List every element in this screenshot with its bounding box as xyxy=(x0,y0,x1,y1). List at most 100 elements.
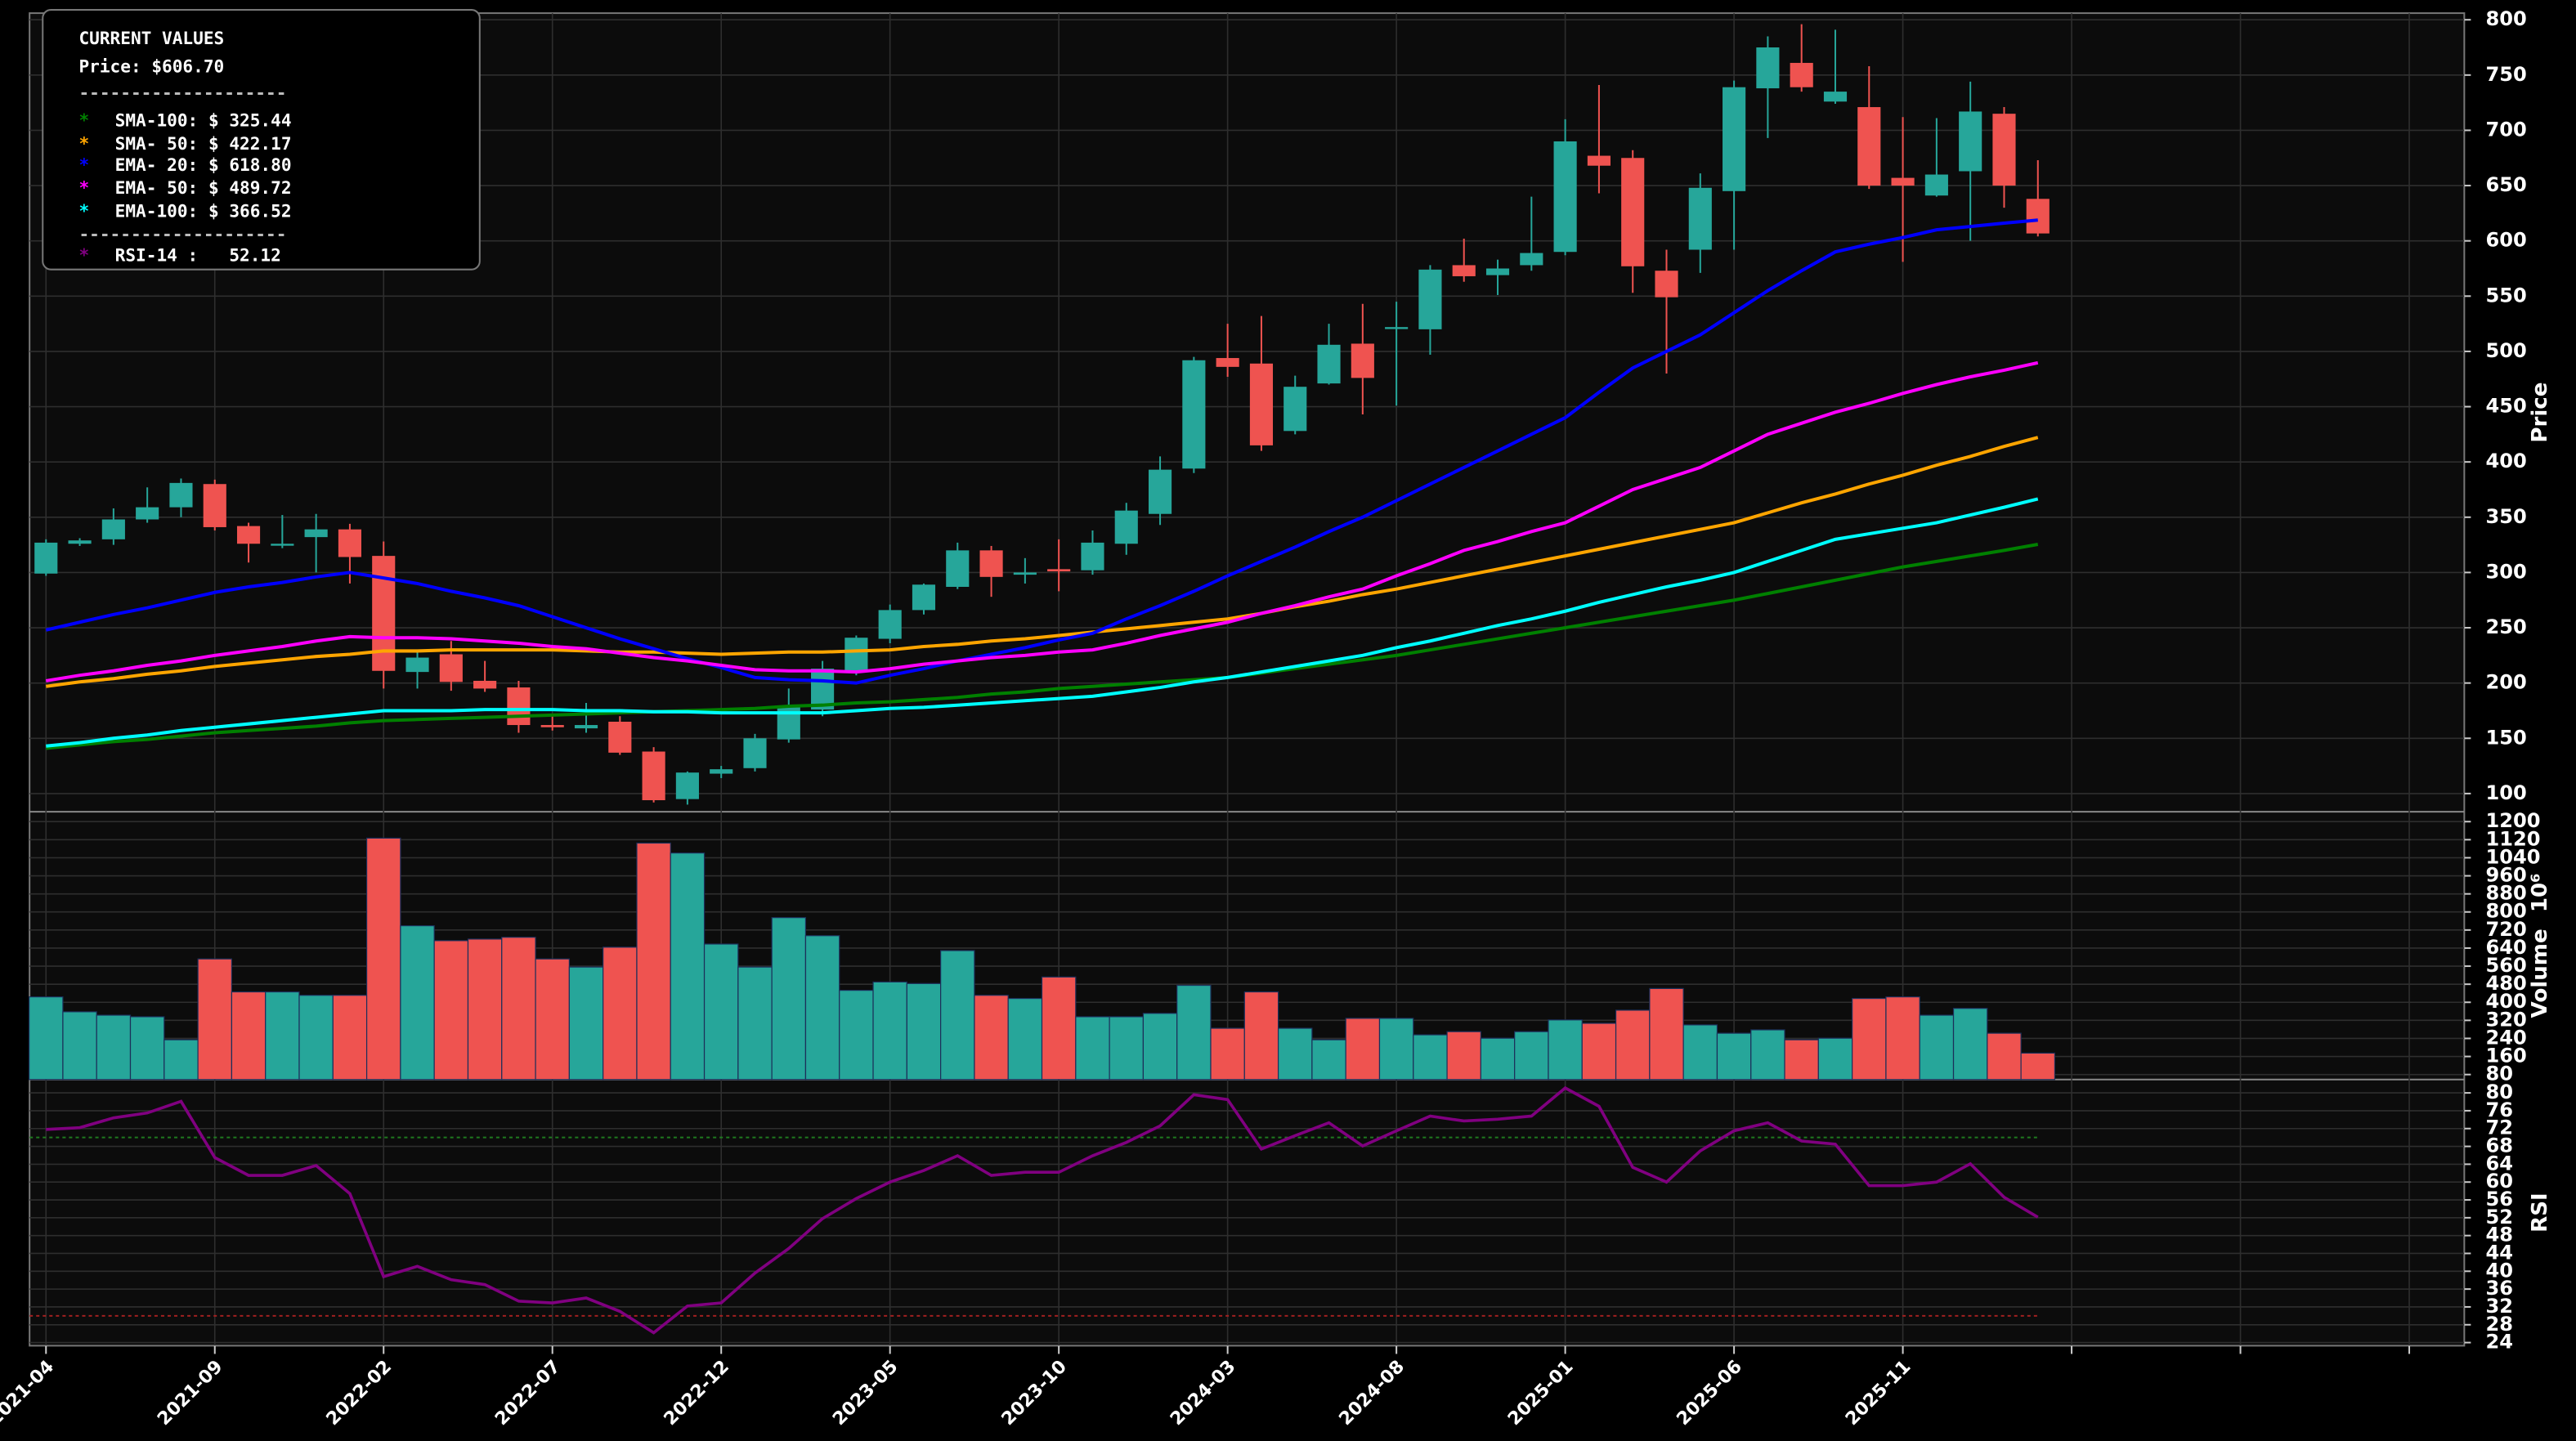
y-axis-offset: 10⁶ xyxy=(2527,873,2551,912)
y-tick-label: 28 xyxy=(2485,1313,2513,1336)
legend-marker: * xyxy=(78,133,89,154)
volume-bar xyxy=(974,995,1009,1081)
candle-body xyxy=(946,550,970,587)
y-tick-label: 500 xyxy=(2485,339,2526,362)
ma-line xyxy=(46,543,2039,750)
y-tick-label: 150 xyxy=(2485,726,2526,749)
volume-bar xyxy=(433,940,469,1081)
candle-body xyxy=(1216,358,1239,367)
y-tick-label: 400 xyxy=(2485,990,2526,1013)
volume-bar xyxy=(1075,1016,1110,1081)
candle-body xyxy=(304,529,328,538)
y-tick-label: 200 xyxy=(2485,671,2526,694)
volume-bar xyxy=(1514,1031,1549,1081)
candle-body xyxy=(1655,271,1678,298)
candle-body xyxy=(169,482,193,508)
y-tick-label: 800 xyxy=(2485,7,2526,30)
candle-body xyxy=(1284,387,1307,432)
candle-body xyxy=(1351,343,1374,378)
volume-bar xyxy=(1987,1032,2022,1081)
candle-body xyxy=(372,556,396,671)
y-tick-label: 250 xyxy=(2485,615,2526,638)
legend-marker: * xyxy=(78,177,89,198)
candle-body xyxy=(507,687,531,726)
candle-body xyxy=(136,507,159,520)
ma-line xyxy=(46,497,2039,748)
y-tick-label: 1120 xyxy=(2485,827,2540,850)
candle-body xyxy=(710,769,733,774)
volume-bar xyxy=(940,950,975,1081)
y-tick-label: 700 xyxy=(2485,118,2526,141)
candle-body xyxy=(1924,174,1948,196)
volume-bar xyxy=(1480,1037,1516,1081)
volume-bar xyxy=(1007,997,1043,1081)
candle-body xyxy=(1723,87,1746,191)
y-tick-label: 750 xyxy=(2485,63,2526,86)
volume-bar xyxy=(96,1014,132,1081)
y-tick-label: 68 xyxy=(2485,1134,2513,1157)
ma-line xyxy=(45,360,2039,682)
rsi-line xyxy=(46,1085,2039,1335)
y-tick-label: 320 xyxy=(2485,1008,2526,1031)
candle-body xyxy=(1621,158,1645,266)
legend: CURRENT VALUES Price: $606.70 ----------… xyxy=(42,9,481,271)
legend-marker: * xyxy=(78,245,89,266)
y-tick-label: 640 xyxy=(2485,936,2526,959)
candle-body xyxy=(1013,572,1037,575)
candle-body xyxy=(1385,327,1409,329)
volume-bar xyxy=(1750,1029,1785,1081)
y-axis-label: Volume 10⁶ xyxy=(2527,873,2551,1018)
candle-body xyxy=(878,610,902,639)
legend-item: SMA-100: $ 325.44 xyxy=(115,110,292,131)
volume-bar xyxy=(164,1039,199,1081)
candle-body xyxy=(608,721,632,753)
volume-bar xyxy=(568,966,604,1081)
y-tick-label: 160 xyxy=(2485,1045,2526,1067)
candle-body xyxy=(68,540,92,544)
candle-body xyxy=(439,654,463,682)
volume-bar xyxy=(1682,1024,1718,1081)
volume-bar xyxy=(365,837,401,1081)
y-tick-label: 400 xyxy=(2485,450,2526,472)
candle-body xyxy=(236,526,261,544)
volume-bar xyxy=(1919,1014,1955,1081)
legend-item: EMA-100: $ 366.52 xyxy=(115,200,292,221)
volume-bar xyxy=(1885,996,1920,1081)
candle-body xyxy=(1587,155,1611,166)
volume-bar xyxy=(1378,1018,1414,1081)
volume-bar xyxy=(1142,1013,1178,1081)
volume-bar xyxy=(231,991,267,1081)
y-tick-label: 76 xyxy=(2485,1099,2513,1121)
candle-body xyxy=(1047,569,1071,572)
y-tick-label: 72 xyxy=(2485,1117,2513,1139)
y-axis-title: Volume xyxy=(2527,929,2551,1018)
y-tick-label: 880 xyxy=(2485,882,2526,905)
y-tick-label: 480 xyxy=(2485,972,2526,995)
candle-body xyxy=(271,544,294,546)
candle-body xyxy=(844,638,868,671)
legend-marker: * xyxy=(78,200,89,221)
volume-bar xyxy=(1952,1008,1988,1081)
candle-body xyxy=(34,542,58,574)
volume-bar xyxy=(670,853,706,1081)
candle-body xyxy=(338,529,362,557)
volume-bar xyxy=(265,991,300,1081)
volume-bar xyxy=(1852,997,1887,1081)
y-tick-label: 550 xyxy=(2485,284,2526,307)
candle-body xyxy=(1452,265,1476,276)
y-tick-label: 52 xyxy=(2485,1206,2513,1228)
volume-bar xyxy=(62,1011,97,1081)
volume-bar xyxy=(1581,1023,1617,1081)
candle-body xyxy=(1823,92,1848,102)
candle-body xyxy=(1418,269,1442,329)
volume-bar xyxy=(771,917,807,1081)
legend-title: CURRENT VALUES xyxy=(78,28,224,48)
y-tick-label: 80 xyxy=(2485,1081,2513,1103)
candle-body xyxy=(1182,360,1206,469)
volume-bar xyxy=(467,938,503,1081)
y-tick-label: 56 xyxy=(2485,1188,2513,1211)
volume-bar xyxy=(129,1016,165,1081)
y-tick-label: 100 xyxy=(2485,781,2526,804)
y-tick-label: 240 xyxy=(2485,1026,2526,1049)
volume-bar xyxy=(2020,1052,2056,1081)
